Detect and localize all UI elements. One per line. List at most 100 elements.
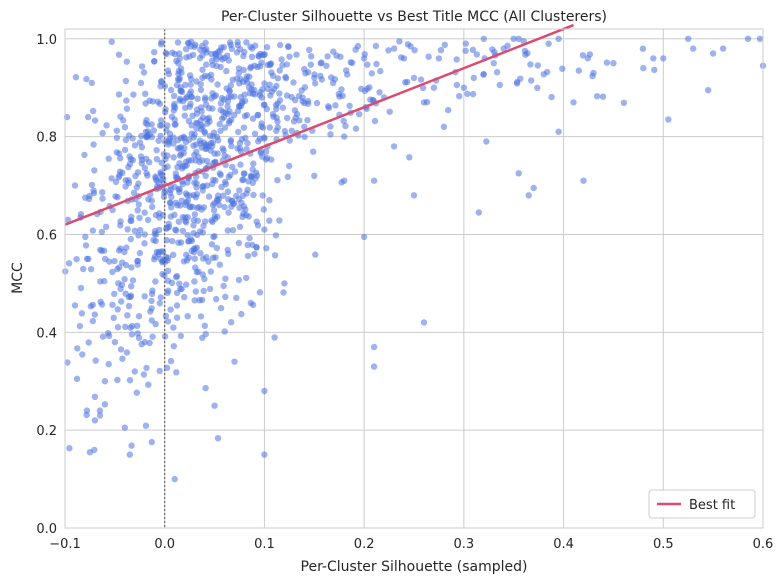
data-point bbox=[142, 90, 149, 98]
data-point bbox=[286, 162, 293, 170]
data-point bbox=[109, 301, 116, 308]
data-point bbox=[185, 117, 193, 125]
data-point bbox=[119, 355, 126, 362]
data-point bbox=[164, 289, 171, 296]
data-point bbox=[99, 333, 107, 340]
data-point bbox=[230, 111, 238, 119]
data-point bbox=[242, 134, 249, 142]
data-point bbox=[117, 155, 124, 162]
data-point bbox=[441, 41, 448, 49]
data-point bbox=[161, 333, 169, 340]
data-point bbox=[555, 128, 562, 135]
data-point bbox=[130, 189, 138, 197]
data-point bbox=[96, 407, 104, 414]
data-point bbox=[302, 70, 309, 77]
data-point bbox=[151, 256, 158, 263]
data-point bbox=[175, 218, 182, 225]
data-point bbox=[76, 322, 84, 330]
data-point bbox=[98, 228, 106, 236]
data-point bbox=[172, 121, 179, 128]
data-point bbox=[225, 173, 232, 181]
data-point bbox=[202, 39, 209, 46]
data-point bbox=[371, 117, 379, 125]
data-point bbox=[114, 324, 122, 331]
data-point bbox=[190, 216, 198, 224]
data-point bbox=[269, 110, 277, 118]
data-point bbox=[236, 139, 244, 147]
data-point bbox=[144, 132, 151, 139]
data-point bbox=[174, 164, 181, 171]
data-point bbox=[80, 265, 87, 273]
data-point bbox=[211, 402, 218, 409]
data-point bbox=[440, 123, 448, 130]
data-point bbox=[406, 154, 413, 161]
data-point bbox=[292, 114, 299, 121]
data-point bbox=[274, 124, 282, 131]
data-point bbox=[183, 281, 190, 288]
data-point bbox=[250, 191, 257, 199]
data-point bbox=[146, 339, 153, 347]
data-point bbox=[515, 170, 522, 177]
data-point bbox=[390, 143, 398, 150]
data-point bbox=[91, 393, 99, 400]
data-point bbox=[685, 35, 692, 42]
data-point bbox=[272, 232, 280, 239]
data-point bbox=[341, 133, 348, 140]
data-point bbox=[176, 280, 183, 287]
data-point bbox=[610, 60, 617, 67]
data-point bbox=[208, 76, 215, 83]
data-point bbox=[141, 293, 148, 300]
data-point bbox=[183, 219, 190, 226]
data-point bbox=[269, 72, 277, 80]
data-point bbox=[276, 90, 283, 97]
data-point bbox=[170, 92, 178, 100]
data-point bbox=[236, 102, 243, 110]
data-point bbox=[352, 46, 359, 53]
data-point bbox=[105, 155, 112, 162]
data-point bbox=[216, 261, 223, 268]
data-point bbox=[236, 145, 244, 152]
x-tick-label: 0.2 bbox=[354, 537, 375, 552]
data-point bbox=[99, 130, 106, 137]
data-point bbox=[148, 297, 155, 305]
data-point bbox=[217, 304, 225, 312]
data-point bbox=[227, 138, 234, 145]
data-point bbox=[164, 122, 171, 129]
data-point bbox=[263, 44, 271, 51]
data-point bbox=[174, 136, 182, 144]
data-point bbox=[83, 407, 91, 414]
data-point bbox=[73, 375, 81, 382]
data-point bbox=[330, 48, 337, 55]
data-point bbox=[197, 86, 205, 94]
x-tick-label: −0.1 bbox=[49, 537, 81, 552]
data-point bbox=[163, 364, 171, 371]
data-point bbox=[174, 39, 182, 46]
data-point bbox=[66, 445, 73, 452]
data-point bbox=[530, 184, 537, 192]
data-point bbox=[527, 61, 534, 68]
data-point bbox=[301, 133, 308, 140]
data-point bbox=[164, 224, 171, 231]
y-tick-label: 0.2 bbox=[36, 424, 57, 439]
data-point bbox=[276, 217, 283, 224]
data-point bbox=[273, 82, 280, 90]
data-point bbox=[126, 377, 134, 384]
data-point bbox=[203, 141, 210, 148]
data-point bbox=[304, 116, 311, 124]
data-point bbox=[493, 69, 501, 76]
data-point bbox=[196, 54, 204, 62]
data-point bbox=[179, 227, 187, 235]
data-point bbox=[555, 35, 562, 42]
data-point bbox=[90, 141, 97, 148]
data-point bbox=[249, 166, 256, 173]
data-point bbox=[251, 42, 259, 49]
data-point bbox=[419, 84, 427, 92]
data-point bbox=[150, 127, 157, 134]
data-point bbox=[173, 314, 181, 321]
data-point bbox=[102, 255, 109, 263]
data-point bbox=[225, 57, 232, 64]
data-point bbox=[281, 280, 288, 287]
data-point bbox=[250, 86, 258, 94]
data-point bbox=[231, 200, 238, 207]
data-point bbox=[231, 168, 239, 175]
